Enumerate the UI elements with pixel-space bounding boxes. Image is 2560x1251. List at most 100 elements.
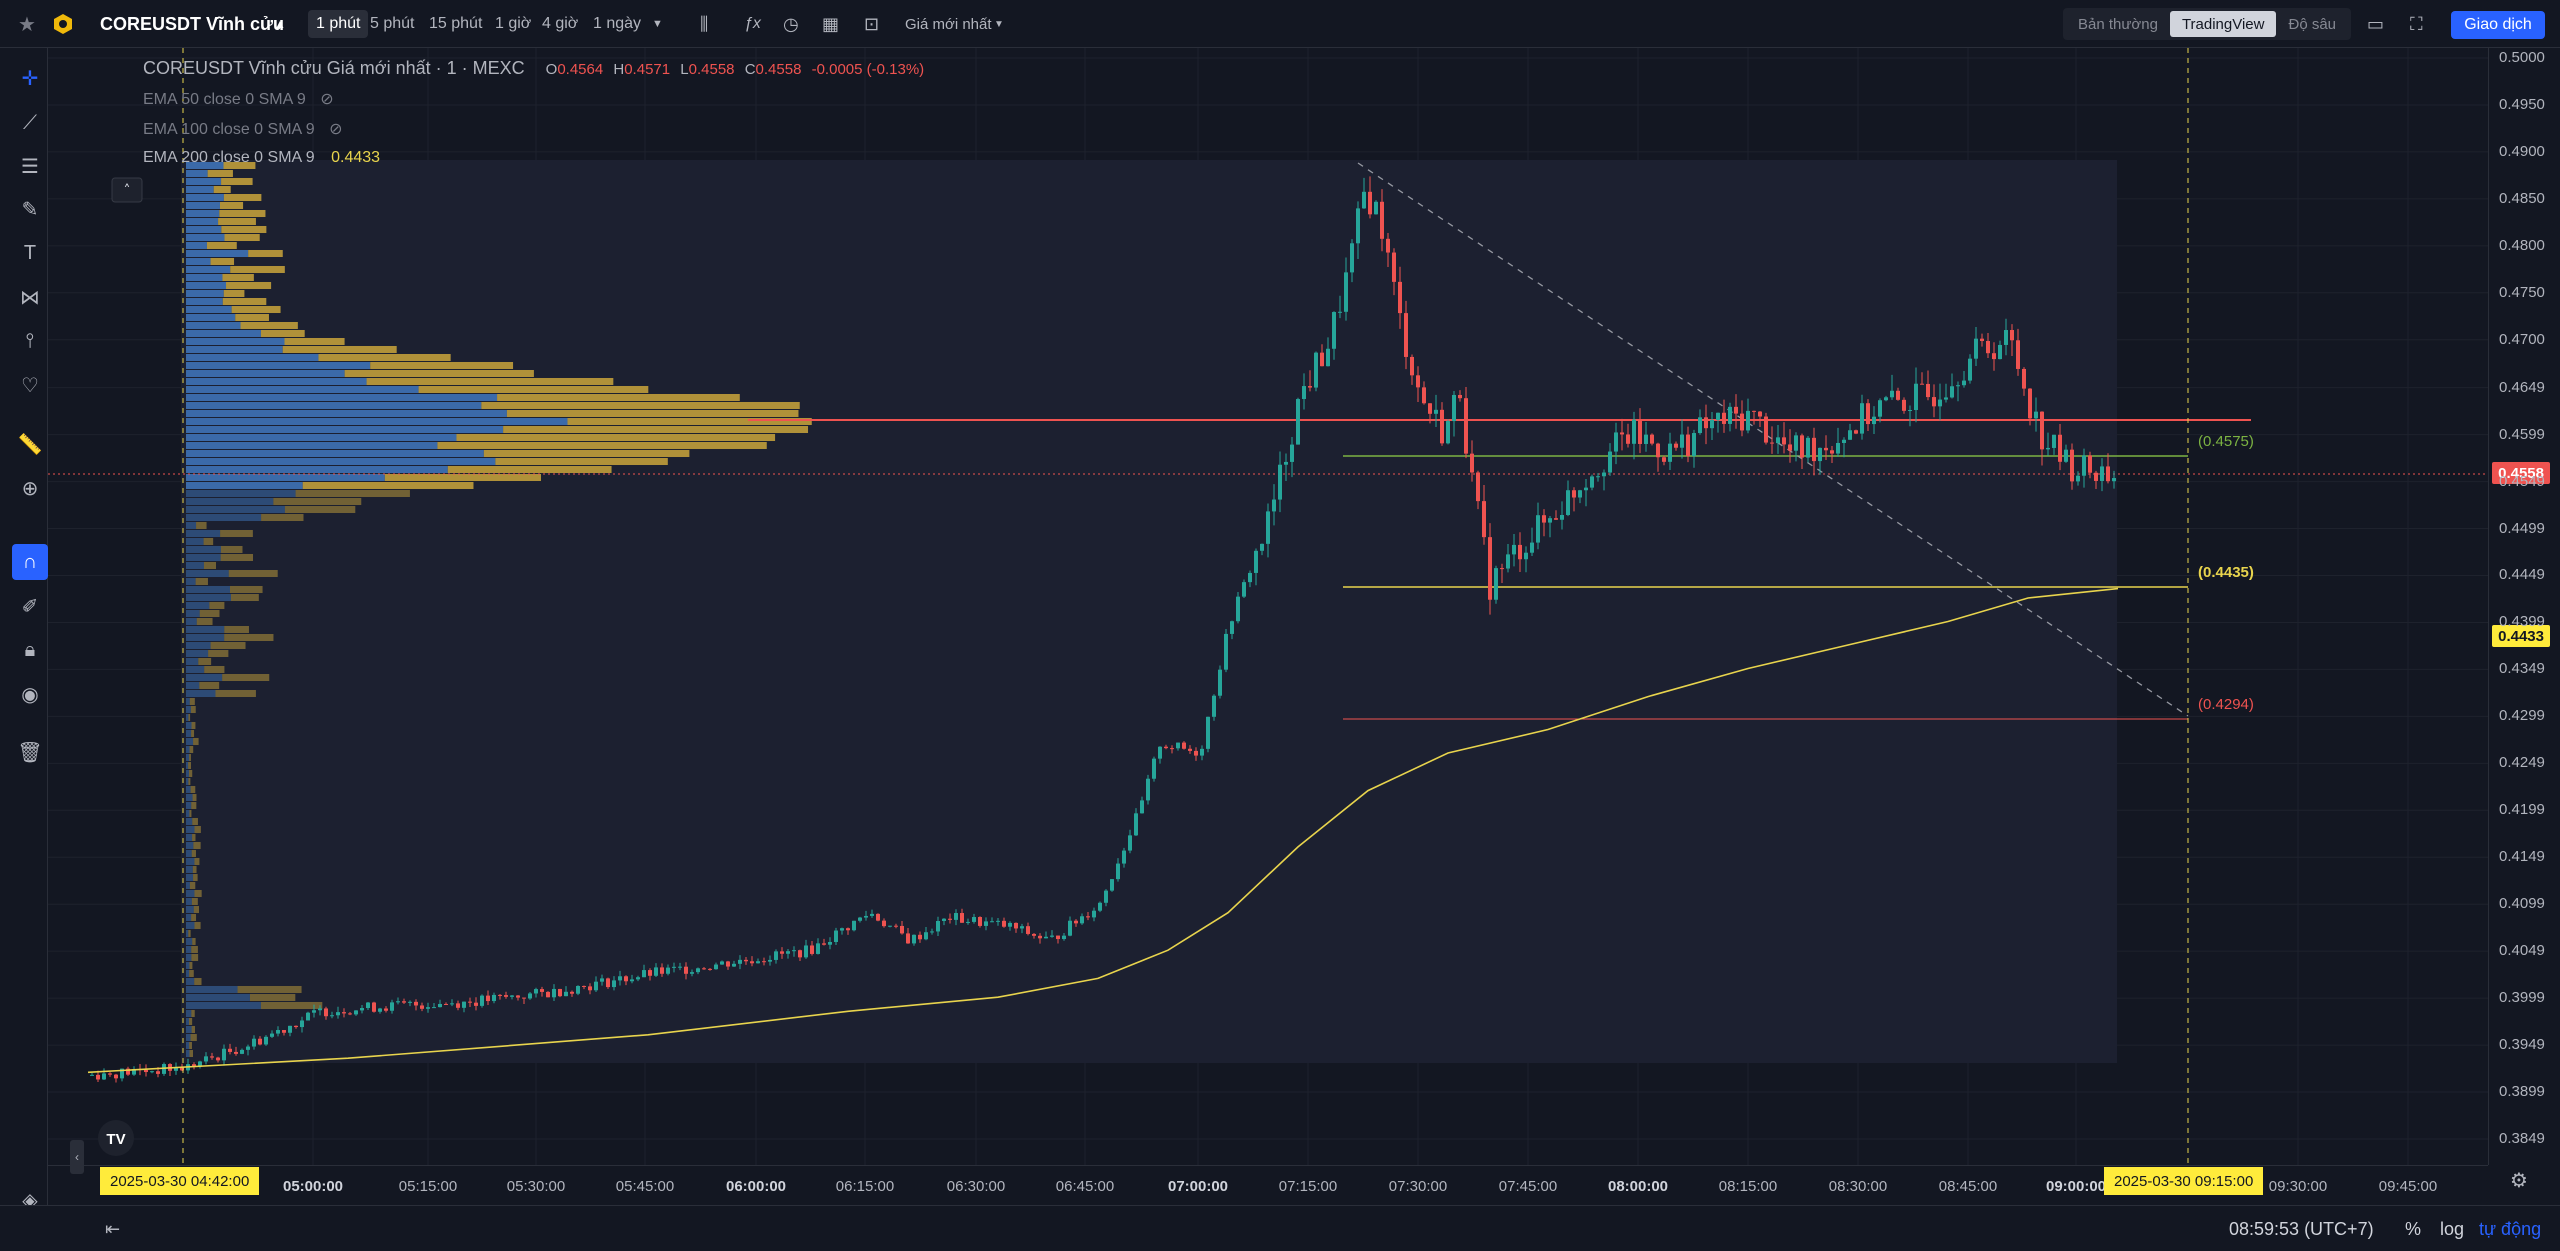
chevron-up-icon[interactable]: ˄ xyxy=(124,183,131,199)
collapse-legend-button[interactable] xyxy=(111,177,143,203)
star-icon[interactable]: ★ xyxy=(18,13,36,36)
candle xyxy=(1146,774,1150,805)
candle xyxy=(738,955,742,970)
candle xyxy=(2076,471,2080,486)
crosshair-icon[interactable]: ✛ xyxy=(21,67,39,90)
candle xyxy=(1176,742,1180,751)
ohlc-legend: COREUSDT Vĩnh cửu Giá mới nhất · 1 · MEX… xyxy=(143,58,924,79)
indicator-ema200[interactable]: EMA 200 close 0 SMA 9 0.4433 xyxy=(143,149,380,167)
vp-buy-bar xyxy=(186,866,193,873)
candle xyxy=(1080,913,1084,925)
view-mode-normal[interactable]: Bản thường xyxy=(2078,15,2158,33)
eye-icon[interactable]: ◉ xyxy=(21,683,39,706)
percent-toggle[interactable]: % xyxy=(2405,1218,2422,1239)
brush-icon[interactable]: ✎ xyxy=(21,198,39,221)
log-toggle[interactable]: log xyxy=(2440,1218,2465,1239)
tradingview-logo xyxy=(98,1120,134,1156)
time-tick: 07:45:00 xyxy=(1498,1178,1558,1195)
candle xyxy=(1950,373,1954,399)
candle xyxy=(1590,474,1594,491)
symbol-name[interactable]: COREUSDT Vĩnh cửu xyxy=(100,13,285,34)
vp-sell-bar xyxy=(220,530,253,537)
price-source-select[interactable]: Giá mới nhất xyxy=(905,15,992,33)
heart-icon[interactable]: ♡ xyxy=(21,374,39,397)
candle xyxy=(174,1062,178,1075)
zoom-in-icon[interactable]: ⊕ xyxy=(21,477,39,500)
layout-icon[interactable]: ▦ xyxy=(822,13,840,34)
stay-drawing-icon[interactable]: ✐ xyxy=(21,595,39,618)
vp-sell-bar xyxy=(456,434,776,441)
eye-off-icon[interactable]: ⊘ xyxy=(329,121,343,138)
alert-icon[interactable]: ◷ xyxy=(783,13,799,34)
auto-toggle[interactable]: tự động xyxy=(2479,1218,2542,1239)
lock-icon[interactable]: 🔒︎ xyxy=(24,638,36,661)
vp-sell-bar xyxy=(284,506,356,513)
tab-timeframe-4h[interactable]: 4 giờ xyxy=(542,15,579,32)
chevron-down-icon[interactable]: ▼ xyxy=(994,18,1004,30)
view-mode-depth[interactable]: Độ sâu xyxy=(2288,15,2337,33)
tab-timeframe-1d[interactable]: 1 ngày xyxy=(593,15,642,32)
vp-buy-bar xyxy=(186,850,192,857)
camera-icon[interactable]: ⊡ xyxy=(864,13,880,34)
candle xyxy=(936,916,940,936)
vp-sell-bar xyxy=(208,650,229,657)
candle xyxy=(1092,907,1096,922)
eye-off-icon[interactable]: ⊘ xyxy=(320,91,334,108)
candle xyxy=(282,1030,286,1036)
vp-buy-bar xyxy=(186,698,190,705)
candle xyxy=(678,962,682,971)
indicator-ema100[interactable]: EMA 100 close 0 SMA 9 ⊘ xyxy=(143,119,343,139)
vp-sell-bar xyxy=(188,1018,193,1025)
close-value: 0.4558 xyxy=(755,61,802,78)
time-scale[interactable]: 05:00:00 05:15:00 05:30:00 05:45:00 06:00:00… xyxy=(48,1165,2488,1205)
magnet-icon[interactable]: ∩ xyxy=(12,544,48,580)
tab-timeframe-15m[interactable]: 15 phút xyxy=(429,15,483,32)
pattern-icon[interactable]: ⋈ xyxy=(20,286,40,309)
candle xyxy=(1686,426,1690,463)
caret-up-icon[interactable]: ▲ xyxy=(274,17,286,31)
candle xyxy=(756,958,760,964)
tab-timeframe-1h[interactable]: 1 giờ xyxy=(495,15,532,32)
time-tick: 06:45:00 xyxy=(1055,1178,1115,1195)
vp-sell-bar xyxy=(188,762,191,769)
ruler-icon[interactable]: 📏 xyxy=(17,433,43,456)
candle xyxy=(1236,592,1240,624)
trade-button[interactable]: Giao dịch xyxy=(2451,11,2545,39)
settings-gear-icon[interactable]: ⚙ xyxy=(2510,1170,2528,1192)
candle-style-icon[interactable]: ⫼ xyxy=(700,13,709,34)
vp-sell-bar xyxy=(189,754,191,761)
candle xyxy=(498,993,502,1000)
candle xyxy=(108,1072,112,1077)
price-scale[interactable]: 0.4558 0.4433 0.5000 0.4950 0.4900 0.4850 0.… xyxy=(2488,48,2560,1165)
fib-icon[interactable]: ☰ xyxy=(21,155,39,178)
view-mode-tradingview[interactable]: TradingView xyxy=(2169,11,2277,37)
candle xyxy=(258,1036,262,1046)
tab-timeframe-5m[interactable]: 5 phút xyxy=(370,15,415,32)
vp-sell-bar xyxy=(223,162,256,169)
clock-readout: 08:59:53 (UTC+7) xyxy=(2229,1218,2374,1239)
chart-pane[interactable]: ˄ TV COREUSDT Vĩnh cửu Giá mới nhất · 1 … xyxy=(48,48,2488,1165)
vp-buy-bar xyxy=(186,250,249,257)
candle xyxy=(870,909,874,918)
indicators-icon[interactable]: ƒx xyxy=(744,15,761,32)
calendar-icon[interactable]: ▭ xyxy=(2367,13,2385,34)
fullscreen-icon[interactable]: ⛶ xyxy=(2410,13,2423,34)
collapse-toolbar-button[interactable]: ‹ xyxy=(70,1140,84,1174)
price-tick: 0.4199 xyxy=(2499,801,2545,819)
tab-timeframe-1m[interactable]: 1 phút xyxy=(308,10,369,38)
forecast-icon[interactable]: ⫯ xyxy=(25,329,35,352)
candle xyxy=(126,1066,130,1076)
replay-icon[interactable]: ⇤ xyxy=(105,1218,121,1239)
candle xyxy=(1650,433,1654,446)
candle xyxy=(1752,410,1756,425)
trash-icon[interactable]: 🗑︎ xyxy=(17,741,43,764)
candle xyxy=(1980,333,1984,347)
candle xyxy=(1068,916,1072,937)
text-icon[interactable]: T xyxy=(23,241,37,264)
vp-buy-bar xyxy=(186,626,225,633)
vp-sell-bar xyxy=(194,890,202,897)
trend-line-icon[interactable]: ⟋ xyxy=(23,111,37,134)
candle xyxy=(816,938,820,955)
indicator-ema50[interactable]: EMA 50 close 0 SMA 9 ⊘ xyxy=(143,89,334,109)
chevron-down-icon[interactable]: ▼ xyxy=(652,18,663,30)
